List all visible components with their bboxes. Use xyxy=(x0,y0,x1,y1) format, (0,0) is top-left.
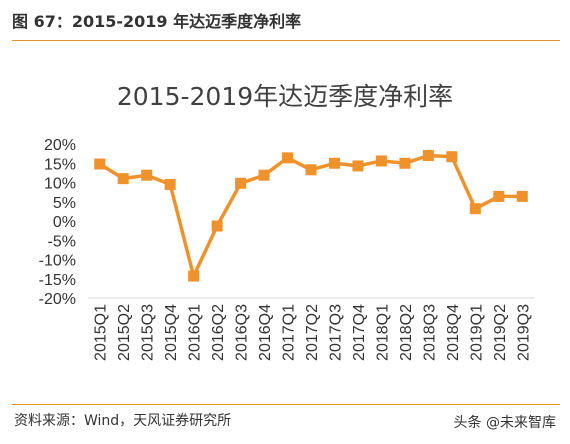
data-point xyxy=(235,177,247,189)
data-point xyxy=(328,157,340,169)
data-point xyxy=(469,203,481,215)
data-point xyxy=(375,155,387,167)
data-point xyxy=(258,169,270,181)
x-tick-label: 2017Q2 xyxy=(304,304,321,361)
data-point xyxy=(446,151,458,163)
y-tick-label: 15% xyxy=(44,156,76,173)
data-point xyxy=(282,152,294,164)
data-point xyxy=(164,178,176,190)
y-tick-label: 10% xyxy=(44,176,76,193)
net-margin-line-chart: 2015-2019年达迈季度净利率 20% 15% 10% 5% 0% -5% -10% -1… xyxy=(39,82,534,361)
data-point xyxy=(211,220,223,232)
data-point xyxy=(94,158,106,170)
data-point xyxy=(516,190,528,202)
x-tick-label: 2017Q3 xyxy=(327,304,344,361)
data-point xyxy=(117,173,129,185)
x-tick-label: 2016Q2 xyxy=(210,304,227,361)
x-tick-label: 2018Q2 xyxy=(398,304,415,361)
header-divider xyxy=(12,40,560,41)
data-point xyxy=(352,160,364,172)
x-tick-label: 2016Q3 xyxy=(234,304,251,361)
x-tick-label: 2018Q3 xyxy=(421,304,438,361)
data-point-markers xyxy=(94,150,528,282)
x-tick-label: 2019Q3 xyxy=(515,304,532,361)
y-tick-label: -20% xyxy=(39,291,76,308)
data-point xyxy=(422,150,434,162)
x-tick-label: 2017Q4 xyxy=(351,304,368,361)
x-tick-label: 2018Q4 xyxy=(445,304,462,361)
x-tick-label: 2015Q1 xyxy=(93,304,110,361)
y-tick-label: -10% xyxy=(39,253,76,270)
x-tick-label: 2016Q4 xyxy=(257,304,274,361)
x-tick-label: 2019Q1 xyxy=(468,304,485,361)
x-tick-label: 2018Q1 xyxy=(374,304,391,361)
x-tick-label: 2015Q4 xyxy=(163,304,180,361)
y-tick-label: 5% xyxy=(53,195,76,212)
footer-divider xyxy=(12,404,560,405)
y-tick-label: -5% xyxy=(48,233,76,250)
x-tick-label: 2015Q2 xyxy=(116,304,133,361)
x-tick-label: 2016Q1 xyxy=(187,304,204,361)
x-tick-label: 2019Q2 xyxy=(492,304,509,361)
y-tick-label: -15% xyxy=(39,272,76,289)
data-point xyxy=(141,169,153,181)
x-tick-label: 2015Q3 xyxy=(140,304,157,361)
x-axis-labels: 2015Q1 2015Q2 2015Q3 2015Q4 2016Q1 2016Q2 2016… xyxy=(93,304,533,361)
x-tick-label: 2017Q1 xyxy=(281,304,298,361)
y-axis-labels: 20% 15% 10% 5% 0% -5% -10% -15% -20% xyxy=(39,137,76,308)
figure-caption: 图 67：2015-2019 年达迈季度净利率 xyxy=(12,12,302,31)
y-tick-label: 0% xyxy=(53,214,76,231)
y-tick-label: 20% xyxy=(44,137,76,154)
data-point xyxy=(399,157,411,169)
data-point xyxy=(493,190,505,202)
watermark-text: 头条 @未来智库 xyxy=(453,415,556,431)
source-note: 资料来源：Wind，天风证券研究所 xyxy=(14,413,232,429)
chart-title: 2015-2019年达迈季度净利率 xyxy=(117,82,453,111)
data-point xyxy=(188,270,200,282)
data-point xyxy=(305,164,317,176)
